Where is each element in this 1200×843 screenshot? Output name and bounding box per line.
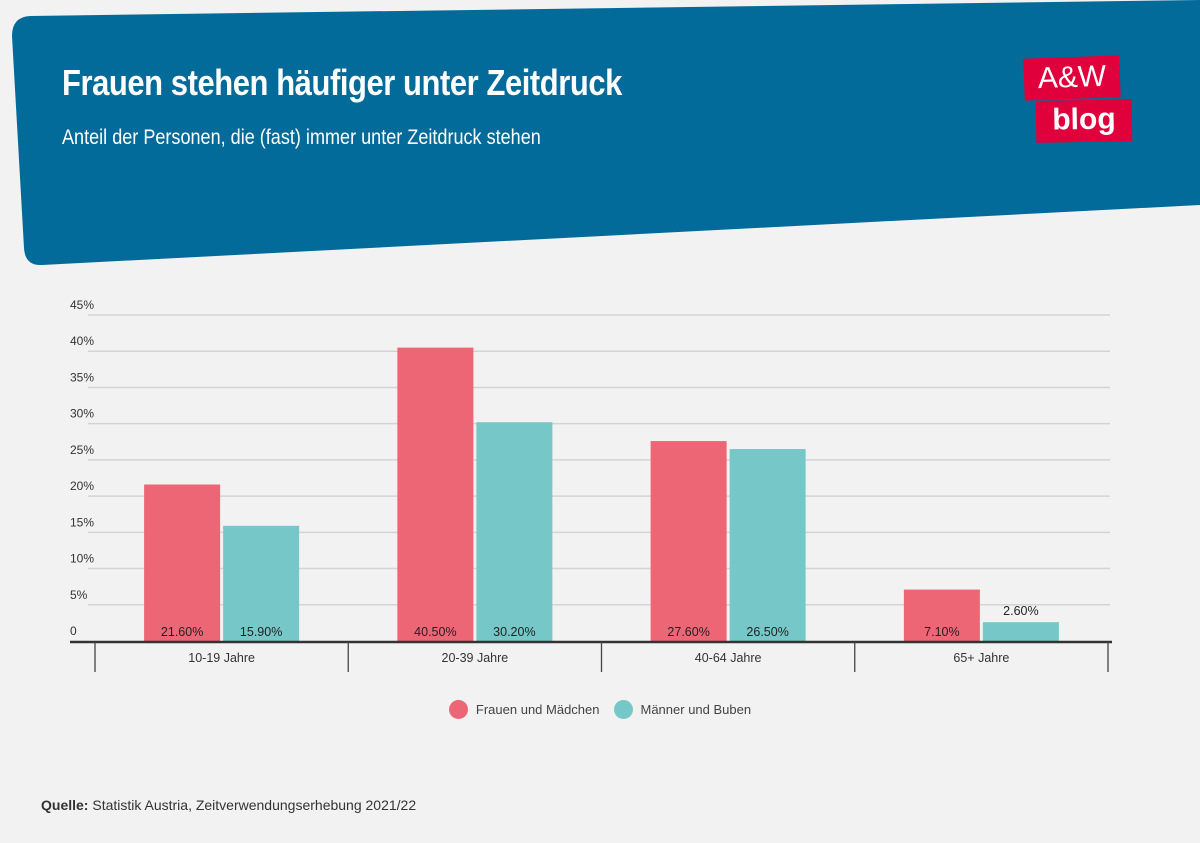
- bar-frauen: [903, 589, 980, 641]
- legend-item-maenner: Männer und Buben: [613, 700, 752, 719]
- chart-title: Frauen stehen häufiger unter Zeitdruck: [62, 62, 622, 103]
- legend-label-frauen: Frauen und Mädchen: [475, 702, 600, 717]
- data-label: 27.60%: [667, 625, 709, 639]
- bar-frauen: [650, 441, 727, 641]
- x-tick-label: 65+ Jahre: [953, 651, 1009, 665]
- x-axis: 10-19 Jahre 20-39 Jahre 40-64 Jahre 65+ Jah…: [70, 640, 1112, 672]
- data-label: 40.50%: [414, 625, 456, 639]
- logo-line-blog: blog: [1035, 99, 1133, 143]
- logo-line-aw: A&W: [1023, 55, 1121, 101]
- bar-frauen: [397, 347, 474, 641]
- bar-maenner: [223, 525, 300, 641]
- y-tick-label: 20%: [70, 479, 94, 493]
- y-tick-label: 35%: [70, 370, 94, 384]
- source-note: Quelle: Statistik Austria, Zeitverwendun…: [41, 797, 416, 813]
- data-label: 7.10%: [924, 625, 959, 639]
- legend-swatch-maenner: [613, 700, 633, 719]
- source-label: Quelle:: [41, 797, 89, 813]
- chart-subtitle: Anteil der Personen, die (fast) immer un…: [62, 126, 541, 149]
- header-banner: [12, 0, 1200, 266]
- grid-lines: [88, 314, 1110, 606]
- source-text: Statistik Austria, Zeitverwendungserhebu…: [92, 797, 417, 813]
- y-axis-ticks: 0 5% 10% 15% 20% 25% 30% 35% 40% 45%: [70, 298, 94, 638]
- x-tick-label: 40-64 Jahre: [695, 651, 762, 665]
- bar-chart: 0 5% 10% 15% 20% 25% 30% 35% 40% 45% 21.60% 15.90%…: [70, 298, 1112, 672]
- legend-swatch-frauen: [448, 700, 468, 719]
- legend-label-maenner: Männer und Buben: [640, 702, 752, 717]
- y-tick-label: 40%: [70, 334, 94, 348]
- data-label: 15.90%: [240, 625, 282, 639]
- data-label: 2.60%: [1003, 604, 1038, 618]
- bar-maenner: [729, 449, 806, 641]
- data-label: 21.60%: [161, 625, 203, 639]
- y-tick-label: 0: [70, 624, 77, 638]
- y-tick-label: 10%: [70, 552, 94, 566]
- x-tick-label: 20-39 Jahre: [442, 651, 509, 665]
- bars: 21.60% 15.90% 40.50% 30.20% 27.60% 26.50% 7.10…: [144, 347, 1059, 641]
- data-label: 30.20%: [493, 625, 535, 639]
- bar-maenner: [476, 422, 553, 641]
- y-tick-label: 45%: [70, 298, 94, 312]
- legend-item-frauen: Frauen und Mädchen: [448, 700, 600, 719]
- y-tick-label: 15%: [70, 515, 94, 529]
- y-tick-label: 5%: [70, 588, 88, 602]
- aw-blog-logo: A&W blog: [1023, 55, 1134, 145]
- x-tick-label: 10-19 Jahre: [188, 651, 255, 665]
- y-tick-label: 25%: [70, 443, 94, 457]
- bar-frauen: [144, 484, 221, 641]
- data-label: 26.50%: [746, 625, 788, 639]
- y-tick-label: 30%: [70, 407, 94, 421]
- legend: Frauen und Mädchen Männer und Buben: [0, 700, 1200, 719]
- bar-maenner: [982, 622, 1059, 641]
